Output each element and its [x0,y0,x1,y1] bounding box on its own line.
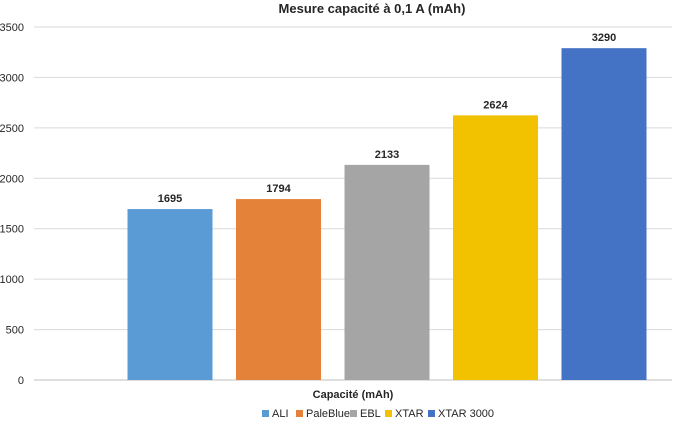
chart-title: Mesure capacité à 0,1 A (mAh) [279,1,466,16]
legend-swatch [385,410,392,417]
legend-label: XTAR [395,408,424,420]
bar-xtar-3000 [561,48,647,381]
y-tick-label: 1500 [0,224,24,236]
legend-swatch [262,410,269,417]
legend-item: EBL [350,408,381,420]
data-labels: 1695 1794 2133 2624 3290 [158,32,616,205]
legend-swatch [428,410,435,417]
data-label: 1794 [266,183,291,195]
y-tick-label: 500 [6,325,24,337]
data-label: 2133 [375,149,399,161]
y-tick-label: 3000 [0,72,24,84]
data-label: 3290 [592,32,616,44]
legend-label: PaleBlue [306,408,350,420]
bar-xtar [453,115,538,380]
y-tick-label: 2500 [0,123,24,135]
legend-item: XTAR [385,408,424,420]
legend-label: EBL [360,408,381,420]
legend-item: PaleBlue [296,408,350,420]
y-tick-label: 2000 [0,173,24,185]
legend-swatch [296,410,303,417]
y-tick-label: 1000 [0,274,24,286]
legend-swatch [350,410,357,417]
legend-label: XTAR 3000 [438,408,494,420]
bar-ali [127,209,213,380]
data-label: 1695 [158,193,182,205]
bar-ebl [344,164,430,380]
y-tick-label: 0 [18,375,24,387]
legend-item: ALI [262,408,289,420]
y-axis-ticks: 0 500 1000 1500 2000 2500 3000 3500 [0,22,24,387]
legend: ALI PaleBlue EBL XTAR XTAR 3000 [262,408,494,420]
bar-paleblue [236,199,321,380]
data-label: 2624 [483,99,508,111]
y-tick-label: 3500 [0,22,24,34]
x-axis-label: Capacité (mAh) [313,389,394,401]
bars [127,48,647,381]
legend-label: ALI [272,408,289,420]
legend-item: XTAR 3000 [428,408,494,420]
